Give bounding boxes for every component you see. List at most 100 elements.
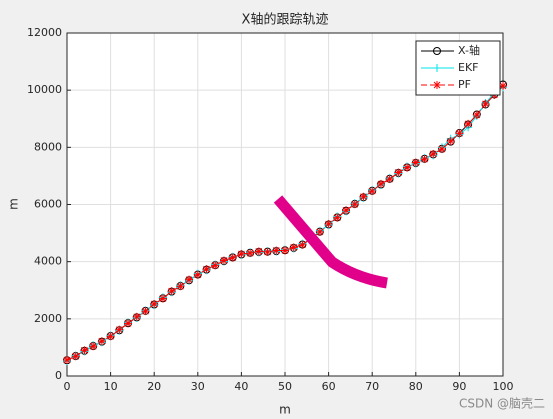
marker-stroke — [412, 159, 420, 166]
marker-stroke — [368, 187, 376, 195]
marker-stroke — [185, 276, 193, 284]
marker-stroke — [499, 82, 507, 90]
marker-stroke — [246, 249, 254, 257]
marker-stroke — [473, 111, 481, 119]
y-axis-label: m — [7, 198, 21, 210]
marker — [385, 175, 394, 184]
marker — [281, 246, 289, 255]
x-tick-label: 70 — [365, 380, 379, 393]
marker-stroke — [377, 180, 385, 188]
marker — [89, 342, 98, 351]
marker — [246, 249, 255, 258]
marker — [132, 312, 141, 321]
marker-stroke — [421, 155, 428, 163]
marker-stroke — [438, 145, 446, 153]
legend-label: EKF — [458, 61, 479, 74]
marker-stroke — [281, 247, 289, 254]
marker — [289, 243, 298, 252]
marker-stroke — [98, 337, 106, 345]
marker-stroke — [107, 332, 114, 340]
marker — [376, 179, 385, 188]
marker — [446, 137, 455, 146]
marker-stroke — [220, 257, 228, 264]
x-tick-label: 10 — [104, 380, 118, 393]
marker — [350, 200, 359, 209]
watermark: CSDN @脑壳二 — [459, 397, 545, 411]
marker-stroke — [482, 100, 489, 108]
x-tick-label: 100 — [493, 380, 514, 393]
marker-stroke — [177, 282, 184, 290]
legend-label: X-轴 — [458, 43, 480, 57]
y-tick-label: 4000 — [34, 255, 62, 268]
marker-stroke — [63, 356, 71, 364]
marker-stroke — [395, 169, 402, 176]
marker-stroke — [238, 250, 245, 258]
x-tick-label: 30 — [191, 380, 205, 393]
marker-stroke — [290, 244, 298, 251]
x-tick-label: 80 — [409, 380, 423, 393]
chart-title: X轴的跟踪轨迹 — [242, 12, 329, 28]
marker — [228, 253, 237, 262]
marker-stroke — [124, 320, 132, 327]
marker — [315, 227, 324, 236]
x-axis-label: m — [279, 403, 291, 417]
marker-circle — [433, 47, 441, 55]
x-tick-label: 90 — [452, 380, 466, 393]
x-tick-label: 60 — [322, 380, 336, 393]
marker — [433, 64, 441, 72]
marker-stroke — [403, 164, 411, 171]
marker-stroke — [133, 313, 141, 321]
marker — [211, 261, 220, 270]
y-tick-label: 6000 — [34, 198, 62, 211]
marker-stroke — [325, 220, 332, 228]
y-tick-label: 2000 — [34, 312, 62, 325]
marker — [158, 294, 167, 303]
marker — [455, 129, 464, 138]
marker — [359, 192, 368, 201]
marker-stroke — [433, 81, 441, 89]
marker-stroke — [447, 137, 455, 145]
marker — [167, 287, 176, 296]
marker — [150, 299, 159, 308]
marker — [499, 81, 507, 90]
marker — [219, 256, 228, 265]
marker-stroke — [81, 346, 88, 354]
marker — [342, 206, 351, 215]
axes-box — [66, 32, 504, 377]
y-tick-label: 10000 — [27, 83, 62, 96]
marker-stroke — [360, 193, 367, 201]
marker-stroke — [229, 254, 237, 262]
marker — [71, 352, 80, 361]
marker — [394, 168, 403, 177]
marker — [115, 325, 124, 334]
marker — [202, 265, 211, 274]
marker-stroke — [115, 326, 123, 334]
marker — [80, 346, 89, 355]
marker — [437, 145, 446, 154]
marker — [433, 47, 441, 55]
marker — [429, 149, 438, 158]
marker — [324, 219, 333, 228]
marker-stroke — [142, 307, 149, 315]
marker-stroke — [342, 206, 350, 214]
marker-stroke — [72, 352, 80, 360]
marker — [124, 319, 133, 328]
marker-stroke — [386, 175, 393, 183]
marker — [185, 275, 194, 284]
marker-stroke — [351, 200, 359, 208]
marker-stroke — [333, 214, 341, 222]
marker — [298, 240, 307, 249]
marker-stroke — [159, 295, 167, 302]
highlight-stroke — [273, 195, 388, 289]
marker — [433, 81, 441, 89]
marker-stroke — [464, 120, 472, 128]
marker — [97, 337, 106, 346]
marker — [420, 155, 429, 164]
marker-stroke — [89, 342, 97, 350]
x-tick-label: 0 — [64, 380, 71, 393]
marker — [106, 332, 115, 341]
marker — [254, 247, 263, 256]
marker-stroke — [272, 247, 280, 254]
marker — [403, 163, 412, 172]
